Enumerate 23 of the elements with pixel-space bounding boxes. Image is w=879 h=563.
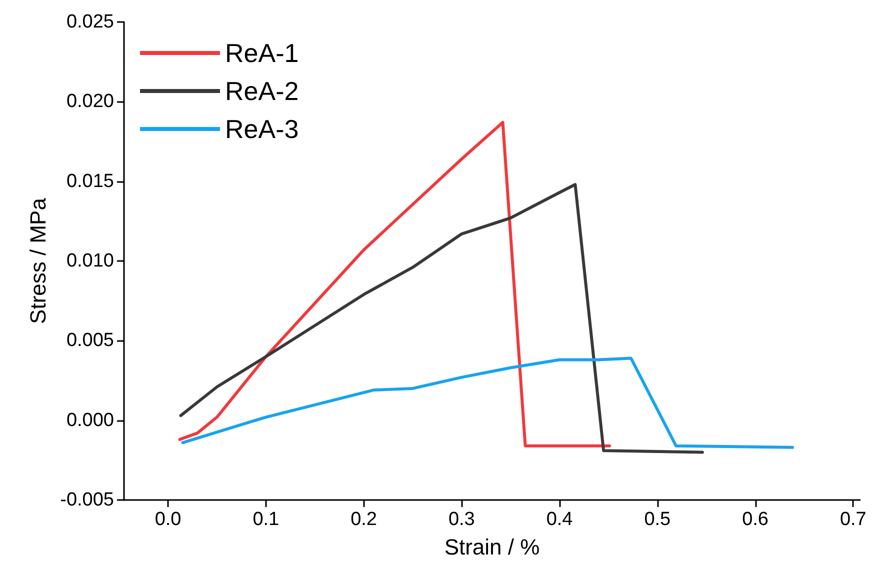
x-tick-label: 0.6 [742,509,768,530]
line-series [179,183,704,454]
legend-label: ReA-3 [225,114,299,144]
legend-label: ReA-2 [225,76,299,106]
y-tick-label: 0.025 [66,12,114,32]
x-tick-label: 0.2 [350,509,377,530]
y-axis-title: Stress / MPa [26,197,51,324]
y-tick-label: 0.020 [66,91,114,112]
line-series [181,356,794,449]
y-tick-label: 0.000 [66,410,114,431]
x-tick-label: 0.7 [840,509,866,530]
y-tick-label: 0.005 [66,330,114,352]
line-series [178,120,611,448]
x-tick-label: 0.5 [644,509,671,530]
legend-label: ReA-1 [225,38,299,68]
x-tick-label: 0.4 [546,509,574,530]
x-tick-label: 0.3 [448,509,475,530]
y-tick-label: 0.015 [66,170,114,192]
y-tick-label: -0.005 [60,490,114,510]
x-axis-title: Strain / % [444,534,540,560]
x-tick-label: 0.1 [252,509,280,530]
y-tick-label: 0.010 [66,250,114,272]
x-tick-label: 0.0 [154,509,182,530]
